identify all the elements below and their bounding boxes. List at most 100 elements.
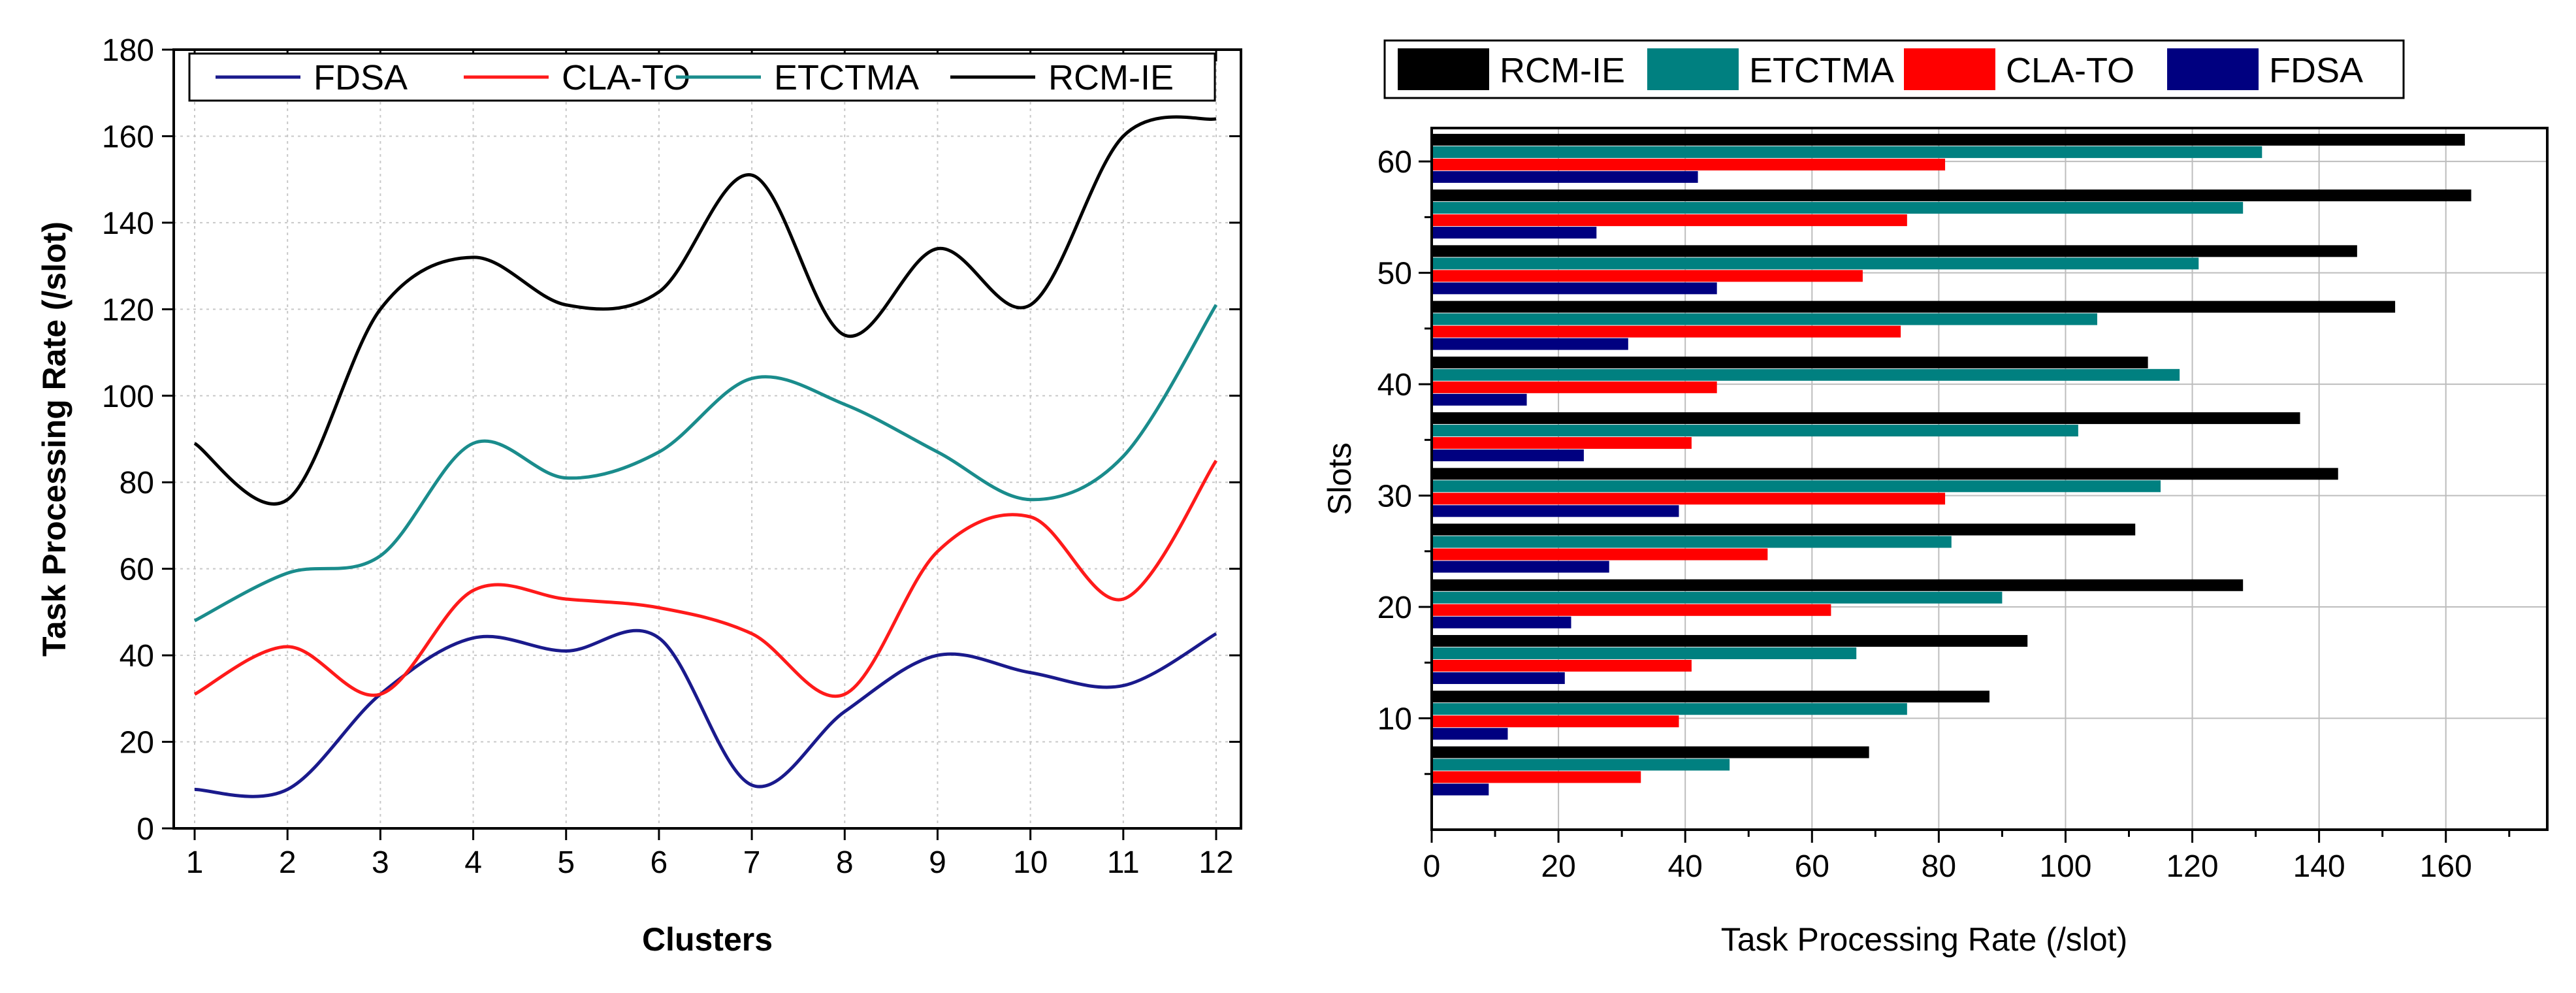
x-tick-label: 2: [279, 845, 297, 880]
bar-fdsa: [1432, 227, 1597, 239]
x-tick-label: 80: [1922, 849, 1956, 884]
y-tick-label: 60: [1377, 145, 1412, 180]
bar-rcm-ie: [1432, 523, 2136, 536]
bar-rcm-ie: [1432, 746, 1869, 758]
x-axis-title: Clusters: [642, 921, 773, 958]
plot-frame: [1430, 127, 2549, 831]
x-axis-title: Task Processing Rate (/slot): [1721, 921, 2127, 958]
bar-fdsa: [1432, 393, 1527, 406]
y-tick-label: 100: [102, 380, 154, 414]
bar-fdsa: [1432, 449, 1584, 462]
series-line-rcm-ie: [193, 115, 1217, 506]
legend-swatch-rcm-ie: [1398, 48, 1489, 90]
bar-etctma: [1432, 202, 2244, 214]
legend-label-cla-to: CLA-TO: [562, 58, 690, 97]
x-tick-label: 40: [1667, 849, 1702, 884]
bar-fdsa: [1432, 616, 1571, 628]
bar-etctma: [1432, 313, 2097, 325]
bar-etctma: [1432, 591, 2003, 604]
legend: RCM-IE ETCTMA CLA-TO FDSA: [1383, 39, 2405, 99]
bar-etctma: [1432, 758, 1730, 771]
x-tick-label: 160: [2420, 849, 2472, 884]
bar-fdsa: [1432, 171, 1698, 183]
legend-label-cla-to: CLA-TO: [2006, 51, 2134, 90]
bar-rcm-ie: [1432, 133, 2465, 146]
y-axis-title: Task Processing Rate (/slot): [36, 221, 72, 657]
bar-cla-to: [1432, 771, 1641, 783]
bar-fdsa: [1432, 728, 1508, 740]
legend-swatch-cla-to: [1904, 48, 1995, 90]
y-tick-label: 120: [102, 293, 154, 327]
x-tick-label: 8: [836, 845, 854, 880]
bar-etctma: [1432, 647, 1857, 660]
legend-label-fdsa: FDSA: [2269, 51, 2363, 90]
bar-etctma: [1432, 480, 2161, 493]
bar-rcm-ie: [1432, 356, 2148, 368]
series-line-fdsa: [194, 628, 1217, 798]
x-tick-label: 12: [1199, 845, 1233, 880]
gridlines: [174, 49, 1241, 829]
bar-fdsa: [1432, 672, 1565, 685]
x-tick-label: 6: [651, 845, 668, 880]
x-tick-label: 60: [1795, 849, 1829, 884]
y-tick-label: 140: [102, 206, 154, 241]
bar-etctma: [1432, 257, 2199, 270]
line-chart-clusters: 1 2 3 4 5 6 7 8 9 10 11 12020406080100120140160180C…: [36, 33, 1242, 958]
bar-etctma: [1432, 703, 1907, 715]
plot-frame: [172, 48, 1242, 830]
series-line-etctma: [193, 304, 1218, 623]
bar-cla-to: [1432, 325, 1901, 338]
x-tick-label: 20: [1541, 849, 1575, 884]
legend: FDSA CLA-TO ETCTMA RCM-IE: [188, 52, 1216, 102]
bar-cla-to: [1432, 548, 1768, 561]
y-tick-label: 30: [1377, 480, 1412, 514]
x-tick-label: 11: [1107, 845, 1140, 880]
axis-ticks: 0 20 40 60 80 100 120 140 160 10 20 30 40 50 60: [1377, 145, 2511, 884]
x-tick-label: 5: [557, 845, 575, 880]
x-tick-label: 4: [464, 845, 482, 880]
bar-fdsa: [1432, 561, 1609, 573]
series-line-cla-to: [193, 459, 1218, 698]
y-tick-label: 80: [120, 466, 154, 500]
x-tick-label: 120: [2166, 849, 2218, 884]
x-tick-label: 1: [186, 845, 204, 880]
bar-rcm-ie: [1432, 635, 2028, 647]
bar-rcm-ie: [1432, 579, 2244, 591]
bar-fdsa: [1432, 338, 1628, 350]
legend-label-etctma: ETCTMA: [1749, 51, 1894, 90]
legend-swatch-fdsa: [2167, 48, 2259, 90]
bar-cla-to: [1432, 381, 1717, 393]
y-tick-label: 40: [120, 639, 154, 674]
bar-rcm-ie: [1432, 189, 2471, 202]
bar-cla-to: [1432, 270, 1863, 282]
x-tick-label: 3: [372, 845, 389, 880]
bar-etctma: [1432, 425, 2078, 437]
y-tick-label: 40: [1377, 368, 1412, 402]
legend-swatch-etctma: [1647, 48, 1739, 90]
y-tick-label: 180: [102, 33, 154, 68]
bar-fdsa: [1432, 505, 1679, 517]
x-tick-label: 100: [2039, 849, 2091, 884]
bar-rcm-ie: [1432, 691, 1989, 703]
y-tick-label: 20: [120, 726, 154, 760]
legend-label-etctma: ETCTMA: [774, 58, 919, 97]
bar-rcm-ie: [1432, 468, 2338, 480]
bar-etctma: [1432, 146, 2262, 158]
legend-label-fdsa: FDSA: [314, 58, 408, 97]
x-tick-label: 10: [1013, 845, 1048, 880]
series-lines: [193, 115, 1218, 798]
y-tick-label: 50: [1377, 257, 1412, 291]
bar-cla-to: [1432, 604, 1831, 616]
bar-chart-slots: 0 20 40 60 80 100 120 140 160 10 20 30 40 50 60 Task Pr…: [1321, 39, 2549, 958]
bar-rcm-ie: [1432, 301, 2396, 313]
bar-cla-to: [1432, 660, 1692, 672]
bar-cla-to: [1432, 493, 1946, 505]
y-tick-label: 0: [137, 812, 154, 847]
bar-cla-to: [1432, 715, 1679, 728]
x-tick-label: 140: [2293, 849, 2345, 884]
bar-cla-to: [1432, 214, 1907, 227]
bar-fdsa: [1432, 282, 1717, 295]
x-tick-label: 7: [743, 845, 761, 880]
x-tick-label: 9: [929, 845, 946, 880]
